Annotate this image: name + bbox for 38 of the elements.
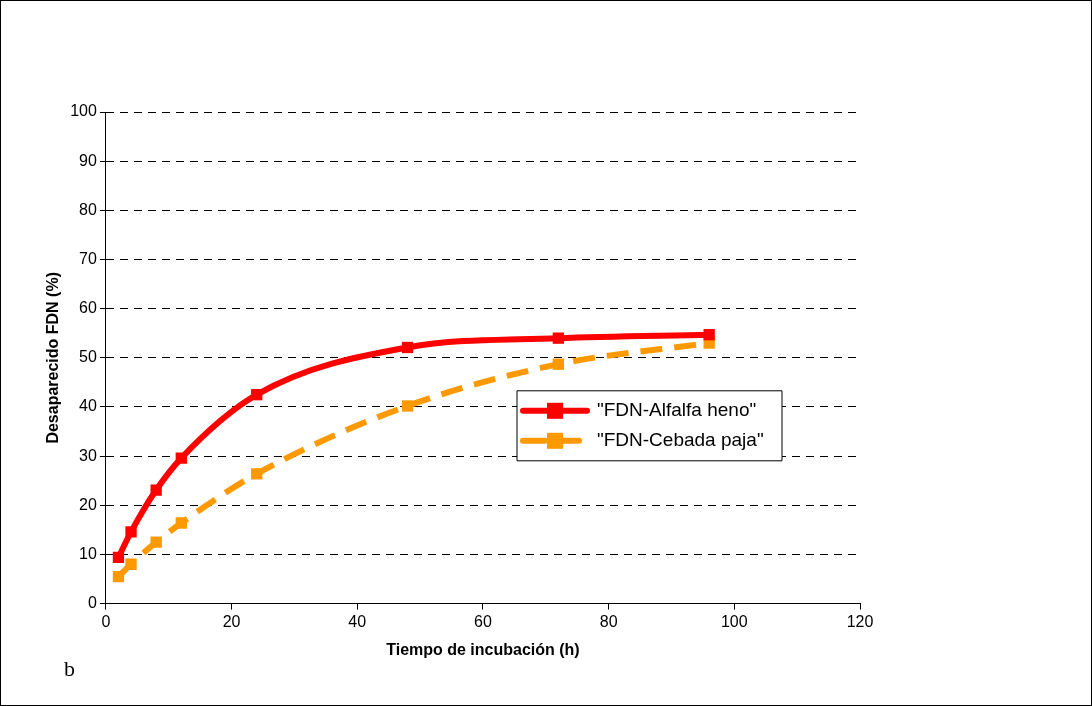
point <box>552 332 565 344</box>
y-tick-label: 90 <box>79 151 97 169</box>
point <box>251 468 263 480</box>
x-tick-label: 120 <box>846 612 874 630</box>
text: b <box>64 656 75 681</box>
x-tick-label: 20 <box>222 612 241 630</box>
x-tick-label: 40 <box>348 612 367 630</box>
y-tick-label: 70 <box>79 249 97 267</box>
legend-label: "FDN-Alfalfa heno" <box>597 399 757 421</box>
y-tick-label: 80 <box>79 200 97 218</box>
y-tick-label: 20 <box>79 495 97 513</box>
point <box>175 452 187 464</box>
point <box>150 536 162 548</box>
x-axis-title: Tiempo de incubación (h) <box>386 640 580 658</box>
point <box>112 551 125 564</box>
point <box>401 400 414 412</box>
y-tick-label: 50 <box>79 348 97 366</box>
y-tick-label: 40 <box>79 397 97 415</box>
point <box>175 517 187 529</box>
y-tick-label: 60 <box>79 299 97 317</box>
point <box>251 389 263 401</box>
y-axis-title: Desaparecido FDN (%) <box>44 272 62 444</box>
y-tick-label: 100 <box>70 102 97 120</box>
y-tick-label: 30 <box>79 446 97 464</box>
point <box>150 484 162 496</box>
point <box>112 570 125 583</box>
y-tick-label: 10 <box>79 544 97 562</box>
y-tick-label: 0 <box>87 594 97 612</box>
x-tick-label: 80 <box>599 612 618 630</box>
point <box>125 526 137 538</box>
x-tick-label: 0 <box>101 612 111 630</box>
point <box>552 358 565 370</box>
point <box>125 558 137 570</box>
point <box>401 341 414 354</box>
legend-label: "FDN-Cebada paja" <box>597 429 764 451</box>
point <box>703 329 715 341</box>
x-tick-label: 100 <box>720 612 748 630</box>
x-tick-label: 60 <box>474 612 492 630</box>
